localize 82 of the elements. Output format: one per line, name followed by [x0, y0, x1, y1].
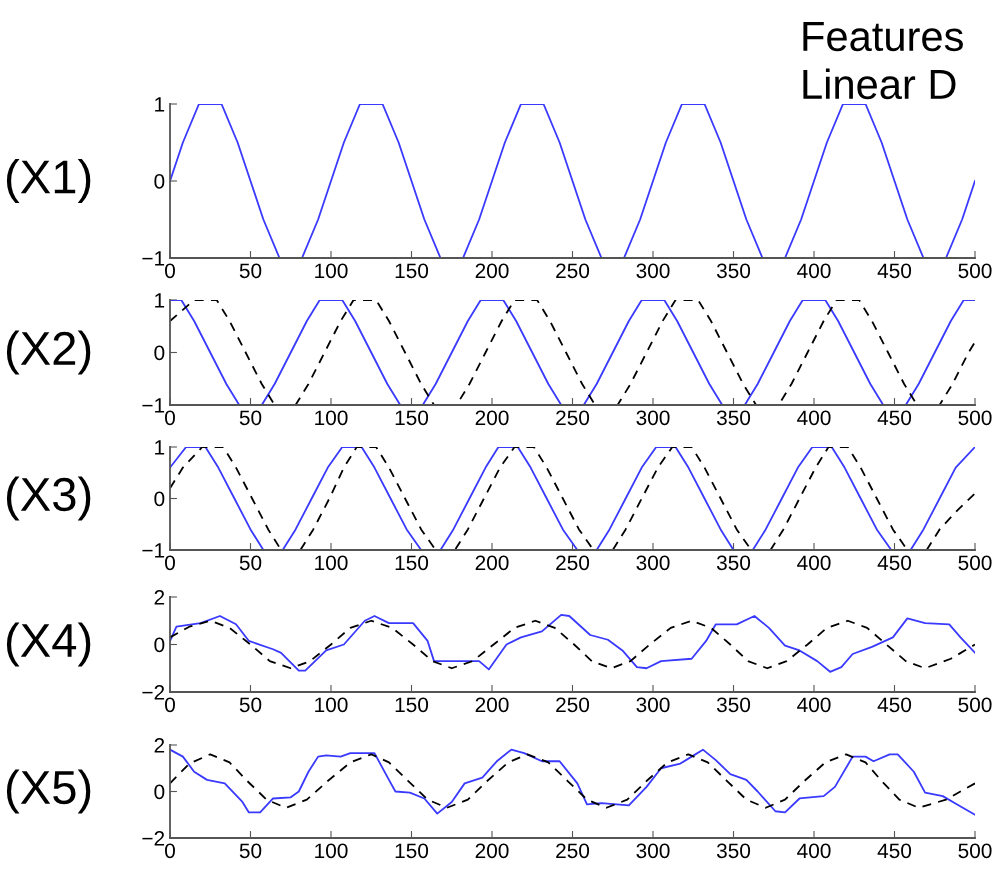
- x-tick-label: 300: [636, 263, 670, 279]
- x-tick-label: 450: [877, 843, 912, 859]
- y-tick-label: 2: [154, 590, 165, 605]
- x-tick-label: 0: [165, 697, 175, 713]
- x-tick-label: 0: [165, 410, 175, 426]
- y-axis-title: (X1): [6, 158, 91, 203]
- x-tick-label: 500: [958, 555, 992, 571]
- y-tick-label: 2: [154, 738, 165, 753]
- x-tick-label: 0: [165, 263, 175, 279]
- y-tick-label: 1: [155, 440, 165, 455]
- x-tick-label: 250: [556, 263, 590, 279]
- x-tick-label: 200: [475, 843, 509, 859]
- text: Linear D: [803, 68, 956, 100]
- x-tick-label: 100: [315, 843, 348, 859]
- x-tick-label: 50: [239, 843, 262, 859]
- y-tick-label: 0: [154, 784, 165, 800]
- y-tick-label: 0: [154, 174, 165, 189]
- x-tick-label: 50: [239, 697, 262, 713]
- y-axis-title: (X5): [6, 769, 91, 814]
- y-tick-label: 0: [154, 491, 165, 507]
- x-tick-label: 150: [395, 410, 429, 426]
- y-tick-label: −2: [142, 685, 165, 700]
- y-tick-label: −1: [142, 398, 165, 413]
- x-tick-label: 100: [315, 410, 348, 426]
- line-series: [170, 748, 975, 816]
- y-tick-label: 0: [154, 345, 165, 361]
- y-tick-label: −2: [142, 831, 165, 846]
- y-tick-label: 1: [155, 293, 165, 308]
- x-tick-label: 400: [797, 697, 831, 713]
- x-tick-label: 200: [475, 263, 509, 279]
- x-tick-label: 250: [556, 843, 590, 859]
- x-tick-label: 350: [716, 263, 751, 279]
- x-tick-label: 350: [716, 843, 751, 859]
- x-tick-label: 100: [315, 263, 348, 279]
- x-tick-label: 500: [958, 843, 992, 859]
- x-tick-label: 250: [556, 555, 590, 571]
- x-tick-label: 200: [475, 697, 509, 713]
- x-tick-label: 450: [877, 555, 912, 571]
- x-tick-label: 500: [958, 410, 992, 426]
- x-tick-label: 400: [797, 555, 831, 571]
- x-tick-label: 200: [475, 410, 509, 426]
- line-series: [170, 447, 975, 550]
- x-tick-label: 50: [239, 555, 262, 571]
- x-tick-label: 300: [636, 697, 670, 713]
- y-tick-label: −1: [142, 251, 165, 266]
- line-series: [170, 753, 975, 809]
- x-tick-label: 50: [239, 263, 262, 279]
- x-tick-label: 150: [395, 843, 429, 859]
- y-tick-label: −1: [142, 543, 165, 558]
- x-tick-label: 300: [636, 843, 670, 859]
- text: Features: [803, 22, 963, 52]
- y-tick-label: 0: [154, 637, 165, 653]
- x-tick-label: 400: [797, 843, 831, 859]
- y-axis-title: (X2): [6, 330, 91, 375]
- x-tick-label: 100: [315, 555, 348, 571]
- x-tick-label: 100: [315, 697, 348, 713]
- x-tick-label: 500: [958, 263, 992, 279]
- x-tick-label: 350: [716, 697, 751, 713]
- y-axis-title: (X3): [6, 476, 91, 521]
- x-tick-label: 150: [395, 555, 429, 571]
- x-tick-label: 150: [395, 263, 429, 279]
- x-tick-label: 400: [797, 410, 831, 426]
- x-tick-label: 250: [556, 410, 590, 426]
- y-tick-label: 1: [155, 97, 165, 112]
- x-tick-label: 300: [636, 555, 670, 571]
- x-tick-label: 200: [475, 555, 509, 571]
- x-tick-label: 350: [716, 555, 751, 571]
- line-series: [170, 300, 975, 405]
- x-tick-label: 150: [395, 697, 429, 713]
- x-tick-label: 300: [636, 410, 670, 426]
- y-axis-title: (X4): [6, 622, 91, 667]
- line-series: [170, 104, 975, 258]
- x-tick-label: 450: [877, 697, 912, 713]
- x-tick-label: 50: [239, 410, 262, 426]
- x-tick-label: 500: [958, 697, 992, 713]
- x-tick-label: 400: [797, 263, 831, 279]
- x-tick-label: 250: [556, 697, 590, 713]
- x-tick-label: 450: [877, 410, 912, 426]
- x-tick-label: 0: [165, 843, 175, 859]
- x-tick-label: 0: [165, 555, 175, 571]
- x-tick-label: 450: [877, 263, 912, 279]
- x-tick-label: 350: [716, 410, 751, 426]
